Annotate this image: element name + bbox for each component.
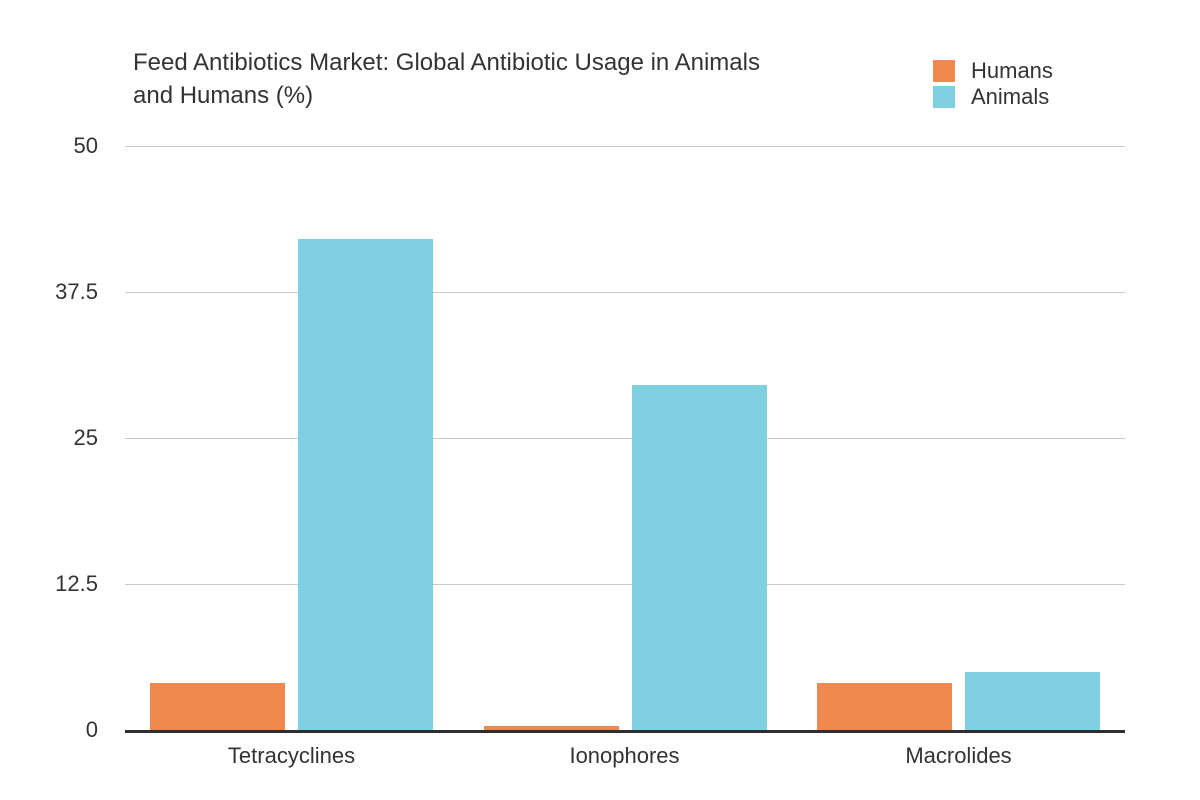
- y-tick-label-37.5: 37.5: [55, 279, 98, 304]
- bar-animals-macrolides: [965, 672, 1100, 730]
- legend: Humans Animals: [933, 60, 1053, 112]
- gridline-25: [125, 438, 1125, 439]
- humans-color-swatch: [933, 60, 955, 82]
- y-tick-label-25: 25: [73, 425, 98, 450]
- bar-humans-ionophores: [484, 726, 619, 730]
- bar-animals-ionophores: [632, 385, 767, 730]
- legend-item-animals: Animals: [933, 86, 1053, 108]
- x-category-label-tetracyclines: Tetracyclines: [227, 743, 356, 768]
- legend-label-humans: Humans: [971, 58, 1053, 83]
- x-category-label-macrolides: Macrolides: [905, 743, 1012, 768]
- bar-animals-tetracyclines: [298, 239, 433, 730]
- y-tick-label-12.5: 12.5: [55, 571, 98, 596]
- legend-item-humans: Humans: [933, 60, 1053, 82]
- legend-label-animals: Animals: [971, 84, 1050, 109]
- gridline-50: [125, 146, 1125, 147]
- bar-humans-macrolides: [817, 683, 952, 730]
- bar-humans-tetracyclines: [150, 683, 285, 730]
- chart-title: Feed Antibiotics Market: Global Antibiot…: [133, 49, 760, 109]
- y-tick-label-50: 50: [73, 133, 98, 158]
- gridline-37.5: [125, 292, 1125, 293]
- x-axis-line: [125, 730, 1125, 733]
- gridline-12.5: [125, 584, 1125, 585]
- animals-color-swatch: [933, 86, 955, 108]
- y-tick-label-0: 0: [85, 717, 98, 742]
- x-category-label-ionophores: Ionophores: [569, 743, 680, 768]
